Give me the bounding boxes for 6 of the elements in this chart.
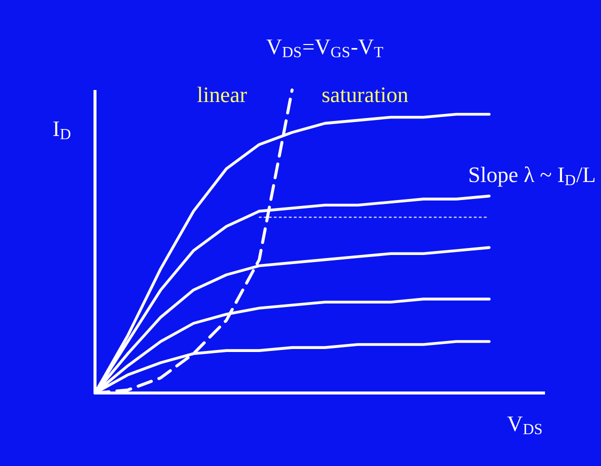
x-axis-title: V$_{DS}$ bbox=[507, 416, 542, 434]
annotation: linear bbox=[197, 86, 247, 102]
y-axis-title: I$_{D}$ bbox=[53, 122, 70, 140]
chart-title: V$_{DS}$=V$_{GS}$-V$_{T}$ bbox=[266, 40, 384, 58]
annotation: saturation bbox=[322, 87, 408, 102]
annotation: Slope λ ~ I$_{D}$/L bbox=[470, 166, 594, 187]
